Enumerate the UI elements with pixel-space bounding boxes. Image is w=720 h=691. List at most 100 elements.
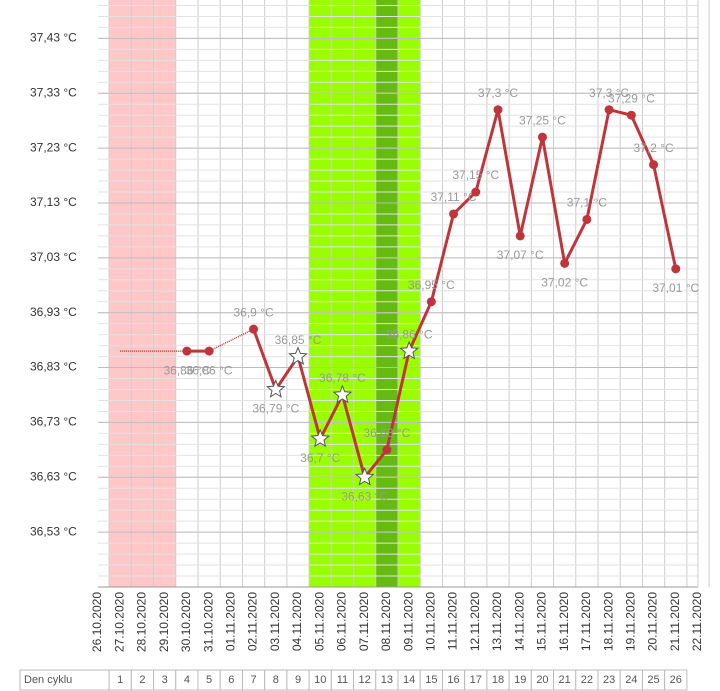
cycle-day: 14 — [403, 674, 415, 686]
cycle-day: 5 — [206, 674, 212, 686]
value-label: 36,63 °C — [341, 489, 388, 503]
x-tick-label: 08.11.2020 — [379, 592, 393, 651]
cycle-day: 19 — [514, 674, 526, 686]
point — [182, 346, 192, 356]
x-tick-label: 07.11.2020 — [357, 592, 371, 651]
value-label: 37,29 °C — [608, 91, 655, 105]
cycle-day: 9 — [295, 674, 301, 686]
x-tick-label: 13.11.2020 — [490, 592, 504, 651]
value-label: 37,02 °C — [541, 275, 588, 289]
value-label: 36,85 °C — [275, 333, 322, 347]
point — [604, 105, 614, 115]
value-label: 36,86 °C — [163, 363, 210, 377]
value-label: 36,95 °C — [408, 278, 455, 292]
point — [249, 324, 259, 334]
cycle-day: 23 — [603, 674, 615, 686]
value-label: 36,86 °C — [386, 327, 433, 341]
value-label: 36,78 °C — [319, 371, 366, 385]
cycle-day: 16 — [447, 674, 459, 686]
cycle-day: 20 — [536, 674, 548, 686]
x-tick-label: 03.11.2020 — [268, 592, 282, 651]
value-label: 36,7 °C — [300, 451, 340, 465]
x-tick-label: 27.10.2020 — [112, 592, 126, 652]
star-point — [310, 428, 331, 448]
x-tick-label: 20.11.2020 — [646, 592, 660, 651]
star-point — [265, 379, 286, 398]
cycle-day: 17 — [470, 674, 482, 686]
cycle-day: 18 — [492, 674, 504, 686]
cycle-day: 8 — [273, 674, 279, 686]
value-label: 37,3 °C — [478, 86, 518, 100]
y-tick-label: 36,73 °C — [30, 415, 77, 429]
star-point — [288, 346, 308, 365]
value-label: 37,07 °C — [497, 248, 544, 262]
x-tick-label: 09.11.2020 — [401, 592, 415, 651]
x-tick-label: 05.11.2020 — [312, 592, 326, 651]
point — [493, 105, 503, 115]
x-tick-label: 11.11.2020 — [446, 592, 460, 651]
cycle-day: 11 — [337, 674, 348, 686]
value-label: 37,2 °C — [633, 141, 673, 155]
x-tick-label: 18.11.2020 — [601, 592, 615, 651]
y-tick-label: 36,93 °C — [30, 305, 77, 319]
y-tick-label: 36,83 °C — [30, 360, 77, 374]
x-tick-label: 28.10.2020 — [135, 592, 149, 652]
value-label: 36,86 °C — [186, 363, 233, 377]
x-tick-label: 01.11.2020 — [224, 592, 238, 651]
cycle-day: 4 — [184, 674, 190, 686]
cycle-day: 10 — [314, 674, 326, 686]
x-tick-label: 12.11.2020 — [468, 592, 482, 651]
cycle-day: 6 — [228, 674, 234, 686]
y-tick-label: 37,43 °C — [30, 31, 77, 45]
phase-band — [109, 0, 176, 587]
x-tick-label: 02.11.2020 — [246, 592, 260, 651]
x-tick-label: 04.11.2020 — [290, 592, 304, 651]
star-point — [354, 466, 375, 486]
point — [471, 187, 481, 197]
star-point — [332, 384, 353, 404]
phase-band — [309, 0, 421, 587]
cycle-day: 15 — [425, 674, 437, 686]
x-tick-label: 19.11.2020 — [624, 592, 638, 651]
cycle-day: 13 — [381, 674, 393, 686]
y-tick-label: 37,13 °C — [30, 195, 77, 209]
x-tick-label: 10.11.2020 — [424, 592, 438, 651]
point — [671, 264, 681, 274]
point — [449, 209, 459, 219]
value-label: 36,9 °C — [233, 305, 273, 319]
cycle-label: Den cyklu — [24, 674, 72, 686]
point — [537, 132, 547, 142]
point — [382, 445, 392, 455]
cycle-day: 22 — [581, 674, 593, 686]
phase-band — [375, 0, 398, 587]
cycle-day: 24 — [625, 674, 637, 686]
value-label: 37,1 °C — [567, 196, 607, 210]
value-label: 36,68 °C — [363, 426, 410, 440]
point — [426, 297, 436, 307]
value-label: 37,3 °C — [589, 86, 629, 100]
point — [582, 214, 592, 224]
point — [204, 346, 214, 356]
x-tick-label: 14.11.2020 — [512, 592, 526, 651]
x-tick-label: 17.11.2020 — [579, 592, 593, 651]
cycle-day: 25 — [647, 674, 659, 686]
point — [649, 160, 659, 170]
x-tick-label: 06.11.2020 — [335, 592, 349, 651]
value-label: 37,15 °C — [452, 168, 499, 182]
y-tick-label: 36,53 °C — [30, 524, 77, 538]
cycle-day: 12 — [359, 674, 371, 686]
y-tick-label: 37,33 °C — [30, 85, 77, 99]
cycle-day: 3 — [162, 674, 168, 686]
point — [560, 258, 570, 268]
x-tick-label: 22.11.2020 — [690, 592, 704, 651]
cycle-day: 21 — [559, 674, 571, 686]
gap-connector — [208, 328, 254, 352]
cycle-day: 2 — [139, 674, 145, 686]
x-tick-label: 31.10.2020 — [201, 592, 215, 652]
value-label: 37,11 °C — [431, 190, 477, 204]
cycle-day: 26 — [670, 674, 682, 686]
x-tick-label: 16.11.2020 — [557, 592, 571, 651]
x-tick-label: 30.10.2020 — [179, 592, 193, 652]
value-label: 37,01 °C — [652, 281, 699, 295]
